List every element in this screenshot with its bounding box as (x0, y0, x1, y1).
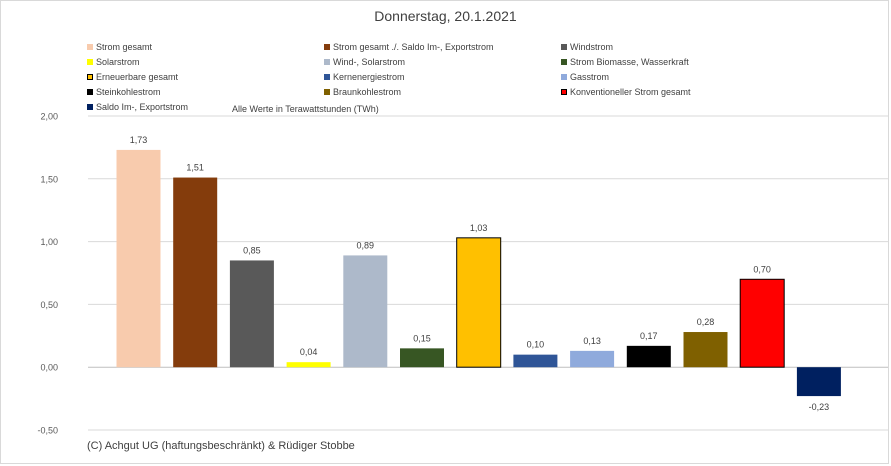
legend-label: Saldo Im-, Exportstrom (96, 102, 189, 112)
legend-swatch (324, 74, 330, 80)
legend-label: Strom gesamt ./. Saldo Im-, Exportstrom (333, 42, 494, 52)
legend-swatch (87, 89, 93, 95)
legend-label: Wind-, Solarstrom (333, 57, 406, 67)
bar (796, 367, 841, 397)
legend-item: Steinkohlestrom (87, 86, 161, 98)
bar (570, 350, 615, 368)
bar (116, 149, 161, 368)
legend-label: Gasstrom (570, 72, 610, 82)
legend-item: Konventioneller Strom gesamt (561, 86, 691, 98)
legend-swatch (87, 74, 93, 80)
legend-item: Strom Biomasse, Wasserkraft (561, 56, 689, 68)
legend-swatch (87, 104, 93, 110)
bar-value-label: 0,17 (640, 331, 658, 341)
bar-value-label: 0,13 (583, 336, 601, 346)
bar (173, 177, 218, 368)
bar (343, 255, 388, 368)
legend-swatch (561, 44, 567, 50)
legend-label: Kernenergiestrom (333, 72, 405, 82)
legend-swatch (561, 59, 567, 65)
legend-label: Strom gesamt (96, 42, 153, 52)
legend-item: Braunkohlestrom (324, 86, 401, 98)
bar-value-label: 1,03 (470, 223, 488, 233)
bar-value-label: 0,04 (300, 347, 318, 357)
bar-value-label: 0,89 (357, 240, 375, 250)
bar (286, 362, 331, 368)
legend-swatch (87, 44, 93, 50)
bar (739, 278, 785, 368)
units-note: Alle Werte in Terawattstunden (TWh) (232, 104, 379, 114)
bar-value-label: 0,10 (527, 340, 545, 350)
bar-value-label: -0,23 (809, 402, 830, 412)
legend-item: Strom gesamt (87, 41, 152, 53)
copyright-text: (C) Achgut UG (haftungsbeschränkt) & Rüd… (87, 440, 355, 452)
bar (626, 345, 671, 368)
bar (456, 237, 502, 368)
legend-label: Braunkohlestrom (333, 87, 402, 97)
legend-label: Konventioneller Strom gesamt (570, 87, 691, 97)
bar-value-label: 1,51 (186, 163, 204, 173)
legend-item: Erneuerbare gesamt (87, 71, 178, 83)
bar (683, 332, 728, 368)
legend-item: Gasstrom (561, 71, 609, 83)
bar-value-label: 0,28 (697, 317, 715, 327)
chart-title: Donnerstag, 20.1.2021 (374, 8, 517, 24)
bar (513, 354, 558, 368)
bar (400, 348, 444, 368)
legend-item: Solarstrom (87, 56, 140, 68)
y-tick-label: 1,00 (40, 237, 58, 247)
y-tick-label: 1,50 (40, 174, 58, 184)
legend-item: Windstrom (561, 41, 613, 53)
legend-swatch (324, 44, 330, 50)
legend-item: Saldo Im-, Exportstrom (87, 101, 188, 113)
bar-value-label: 1,73 (130, 135, 148, 145)
legend-label: Erneuerbare gesamt (96, 72, 179, 82)
bar-value-label: 0,15 (413, 333, 431, 343)
legend-swatch (324, 89, 330, 95)
legend-item: Kernenergiestrom (324, 71, 405, 83)
legend-label: Steinkohlestrom (96, 87, 161, 97)
legend-label: Solarstrom (96, 57, 140, 67)
legend-label: Strom Biomasse, Wasserkraft (570, 57, 689, 67)
legend-label: Windstrom (570, 42, 614, 52)
legend-item: Strom gesamt ./. Saldo Im-, Exportstrom (324, 41, 494, 53)
y-tick-label: 2,00 (40, 112, 58, 122)
bar-value-label: 0,85 (243, 245, 261, 255)
legend-swatch (87, 59, 93, 65)
y-tick-label: 0,50 (40, 300, 58, 310)
bar (229, 260, 274, 368)
bar-value-label: 0,70 (753, 264, 771, 274)
y-tick-label: 0,00 (40, 363, 58, 373)
legend-swatch (561, 74, 567, 80)
legend-swatch (324, 59, 330, 65)
legend-item: Wind-, Solarstrom (324, 56, 405, 68)
y-tick-label: -0,50 (37, 426, 58, 436)
legend-swatch (561, 89, 567, 95)
